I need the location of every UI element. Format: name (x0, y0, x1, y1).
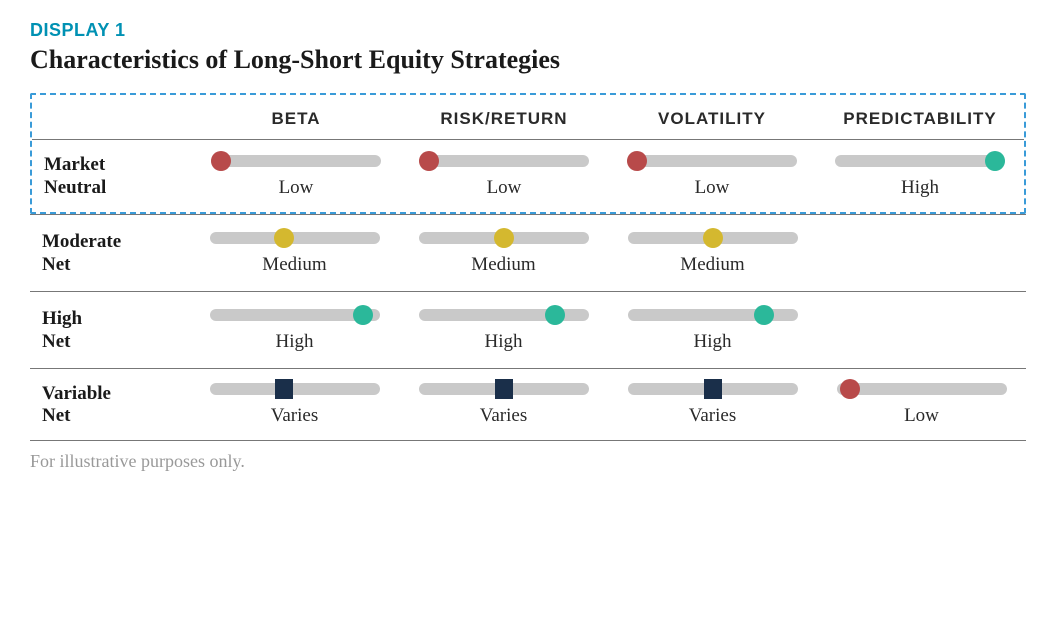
value-label: Medium (680, 254, 744, 276)
row-label-cell: VariableNet (30, 383, 190, 429)
metric-cell (817, 306, 1026, 356)
value-label: Low (904, 405, 939, 427)
slider-track (837, 383, 1007, 395)
value-label: Low (695, 177, 730, 199)
slider-marker-dot (627, 151, 647, 171)
value-label: Varies (480, 405, 527, 427)
value-label: Varies (271, 405, 318, 427)
metric-cell: Low (817, 383, 1026, 427)
slider-marker-dot (274, 228, 294, 248)
slider-track (628, 232, 798, 244)
slider-marker-dot (985, 151, 1005, 171)
row-label-cell: ModerateNet (30, 231, 190, 277)
metric-cell: Low (192, 155, 400, 199)
slider-marker-dot (211, 151, 231, 171)
row-label-cell: HighNet (30, 308, 190, 354)
metric-cell: High (816, 155, 1024, 199)
value-label: High (276, 331, 314, 353)
metric-cell: Medium (608, 232, 817, 276)
table-row: VariableNet Varies Varies Varies Low (30, 368, 1026, 441)
value-label: High (901, 177, 939, 199)
value-label: Varies (689, 405, 736, 427)
slider-track (419, 155, 589, 167)
column-header: RISK/RETURN (400, 109, 608, 129)
value-label: Low (487, 177, 522, 199)
slider-track (628, 309, 798, 321)
row-label: VariableNet (42, 383, 190, 429)
slider-track (627, 155, 797, 167)
metric-cell: High (608, 309, 817, 353)
metric-cell (817, 229, 1026, 279)
column-header: BETA (192, 109, 400, 129)
metric-cell: Medium (399, 232, 608, 276)
row-label: ModerateNet (42, 231, 190, 277)
slider-track (419, 383, 589, 395)
slider-track (628, 383, 798, 395)
table-row: ModerateNet Medium Medium Medium (30, 214, 1026, 291)
slider-marker-dot (494, 228, 514, 248)
slider-marker-dot (545, 305, 565, 325)
metric-cell: Varies (399, 383, 608, 427)
metric-cell: Varies (190, 383, 399, 427)
slider-track (419, 309, 589, 321)
slider-marker-square (704, 379, 722, 399)
slider-track (835, 155, 1005, 167)
header-row: BETARISK/RETURNVOLATILITYPREDICTABILITY (32, 95, 1024, 139)
metric-cell: Varies (608, 383, 817, 427)
metric-cell: High (190, 309, 399, 353)
row-label: MarketNeutral (44, 154, 192, 200)
slider-marker-dot (754, 305, 774, 325)
highlight-box: BETARISK/RETURNVOLATILITYPREDICTABILITYM… (30, 93, 1026, 214)
slider-track (210, 309, 380, 321)
column-header: VOLATILITY (608, 109, 816, 129)
table-row: MarketNeutral Low Low Low High (32, 139, 1024, 212)
metric-cell: Medium (190, 232, 399, 276)
value-label: High (485, 331, 523, 353)
metric-cell: Low (608, 155, 816, 199)
slider-track (210, 383, 380, 395)
slider-track (419, 232, 589, 244)
slider-marker-dot (419, 151, 439, 171)
value-label: Medium (262, 254, 326, 276)
table-row: HighNet High High High (30, 291, 1026, 368)
row-label-cell: MarketNeutral (32, 154, 192, 200)
characteristics-table: BETARISK/RETURNVOLATILITYPREDICTABILITYM… (30, 93, 1026, 441)
slider-marker-square (495, 379, 513, 399)
value-label: Low (279, 177, 314, 199)
metric-cell: Low (400, 155, 608, 199)
slider-marker-dot (703, 228, 723, 248)
row-label: HighNet (42, 308, 190, 354)
value-label: Medium (471, 254, 535, 276)
footnote: For illustrative purposes only. (30, 451, 1026, 472)
chart-title: Characteristics of Long-Short Equity Str… (30, 45, 1026, 75)
column-header: PREDICTABILITY (816, 109, 1024, 129)
slider-marker-dot (840, 379, 860, 399)
table-bottom-rule (30, 440, 1026, 441)
slider-track (211, 155, 381, 167)
value-label: High (694, 331, 732, 353)
slider-track (210, 232, 380, 244)
display-label: DISPLAY 1 (30, 20, 1026, 41)
slider-marker-square (275, 379, 293, 399)
slider-marker-dot (353, 305, 373, 325)
metric-cell: High (399, 309, 608, 353)
